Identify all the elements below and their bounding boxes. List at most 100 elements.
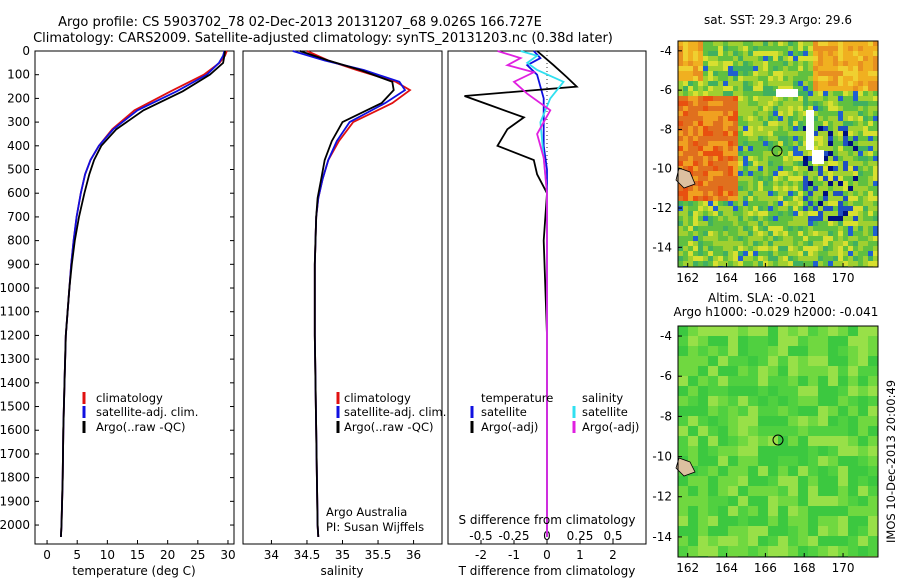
sla-cell — [768, 476, 778, 486]
sla-cell — [838, 516, 848, 526]
sst-cell — [773, 81, 778, 86]
sst-cell — [863, 96, 868, 101]
sst-cell — [758, 46, 763, 51]
sst-map-argo-marker — [771, 145, 783, 157]
sst-cell — [803, 96, 808, 101]
sst-cell — [678, 201, 683, 206]
sla-cell — [708, 446, 718, 456]
sst-cell — [743, 206, 748, 211]
sst-cell — [748, 166, 753, 171]
sst-cell — [823, 166, 828, 171]
sst-cell — [713, 111, 718, 116]
depth-tick-label: 0 — [22, 44, 30, 58]
sst-cell — [688, 221, 693, 226]
sla-cell — [738, 396, 748, 406]
sst-cell — [708, 136, 713, 141]
sla-cell — [798, 366, 808, 376]
sst-cell — [743, 241, 748, 246]
sst-cell — [763, 221, 768, 226]
sst-cell — [738, 226, 743, 231]
sst-cell — [783, 51, 788, 56]
sst-cell — [688, 106, 693, 111]
side-caption: IMOS 10-Dec-2013 20:00:49 — [884, 380, 898, 543]
sst-cell — [788, 231, 793, 236]
sst-cell — [848, 51, 853, 56]
sst-cell — [828, 61, 833, 66]
salinity-profile-xtick-label: 35 — [335, 548, 350, 562]
sst-cell — [688, 96, 693, 101]
sst-cell — [768, 111, 773, 116]
sst-cell — [708, 206, 713, 211]
sla-cell — [768, 396, 778, 406]
sst-cell — [778, 186, 783, 191]
sst-cell — [688, 131, 693, 136]
sst-cell — [758, 41, 763, 46]
sst-cell — [723, 196, 728, 201]
sst-cell — [788, 101, 793, 106]
sst-cell — [803, 126, 808, 131]
depth-tick-label: 400 — [7, 139, 30, 153]
sst-cell — [688, 256, 693, 261]
sst-cell — [848, 256, 853, 261]
sst-cell — [768, 256, 773, 261]
sst-cell — [863, 206, 868, 211]
sst-cell — [698, 146, 703, 151]
sst-cell — [728, 166, 733, 171]
sst-cell — [748, 136, 753, 141]
sst-cell — [688, 241, 693, 246]
sla-cell — [708, 326, 718, 336]
sst-cell — [748, 41, 753, 46]
sla-cell — [718, 346, 728, 356]
sst-cell — [738, 51, 743, 56]
sst-cell — [838, 231, 843, 236]
sst-cell — [803, 181, 808, 186]
sst-cell — [683, 81, 688, 86]
sst-cell — [843, 151, 848, 156]
sst-cell — [778, 166, 783, 171]
sst-cell — [788, 196, 793, 201]
sla-cell — [808, 386, 818, 396]
sla-cell — [758, 436, 768, 446]
sst-cell — [803, 131, 808, 136]
sla-cell — [728, 436, 738, 446]
sst-cell — [708, 96, 713, 101]
sst-cell — [798, 141, 803, 146]
sst-cell — [833, 261, 838, 266]
sst-cell — [688, 121, 693, 126]
sst-cell — [838, 111, 843, 116]
sst-cell — [868, 211, 873, 216]
sst-cell — [698, 261, 703, 266]
sst-cell — [758, 91, 763, 96]
sst-cell — [818, 71, 823, 76]
sst-cell — [808, 151, 813, 156]
sst-cell — [868, 66, 873, 71]
sst-cell — [858, 116, 863, 121]
sst-cell — [788, 176, 793, 181]
sst-cell — [763, 226, 768, 231]
sst-cell — [733, 156, 738, 161]
sst-cell — [693, 181, 698, 186]
sst-cell — [683, 236, 688, 241]
sst-cell — [848, 121, 853, 126]
sst-cell — [718, 201, 723, 206]
sst-cell — [688, 231, 693, 236]
sst-cell — [778, 261, 783, 266]
sst-cell — [683, 56, 688, 61]
sst-cell — [748, 196, 753, 201]
sst-cell — [823, 181, 828, 186]
sst-cell — [748, 141, 753, 146]
sst-cell — [718, 56, 723, 61]
sla-cell — [788, 336, 798, 346]
sst-cell — [788, 136, 793, 141]
sst-cell — [858, 56, 863, 61]
sst-cell — [853, 181, 858, 186]
sst-cell — [758, 171, 763, 176]
sla-cell — [688, 336, 698, 346]
sst-cell — [828, 66, 833, 71]
sst-cell — [698, 221, 703, 226]
sst-cell — [833, 81, 838, 86]
sst-cell — [808, 261, 813, 266]
sst-cell — [718, 136, 723, 141]
sst-cell — [693, 51, 698, 56]
sst-cell — [728, 61, 733, 66]
